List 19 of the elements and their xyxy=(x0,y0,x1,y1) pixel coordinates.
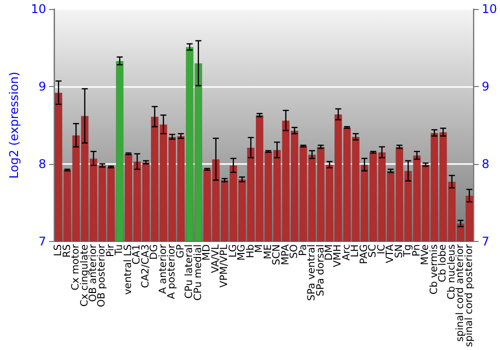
x-tick-label: Tg xyxy=(402,244,414,258)
y2-tick-label: 8 xyxy=(482,156,490,171)
y2-tick-label: 9 xyxy=(482,79,490,94)
x-tick-label: Cb lobe xyxy=(438,244,449,282)
y-tick-label: 8 xyxy=(38,156,46,171)
y-tick-label: 7 xyxy=(38,234,46,248)
x-tick-label: RS xyxy=(62,244,73,258)
x-tick-label: GP xyxy=(175,244,186,258)
x-tick-label: DG xyxy=(149,244,160,260)
x-tick-label: OB posterior xyxy=(96,243,108,308)
y-axis-title: Log2 (expression) xyxy=(7,72,21,179)
y-tick-label: 9 xyxy=(38,79,46,94)
x-tick-label: MVe xyxy=(420,244,432,266)
y-tick-label: 10 xyxy=(30,2,46,16)
y2-tick-label: 7 xyxy=(482,234,490,248)
x-tick-label: A posterior xyxy=(166,243,178,300)
x-tick-label: Pa xyxy=(298,244,309,256)
y2-tick-label: 10 xyxy=(482,2,498,16)
x-tick-label: spinal cord posterior xyxy=(464,243,475,348)
